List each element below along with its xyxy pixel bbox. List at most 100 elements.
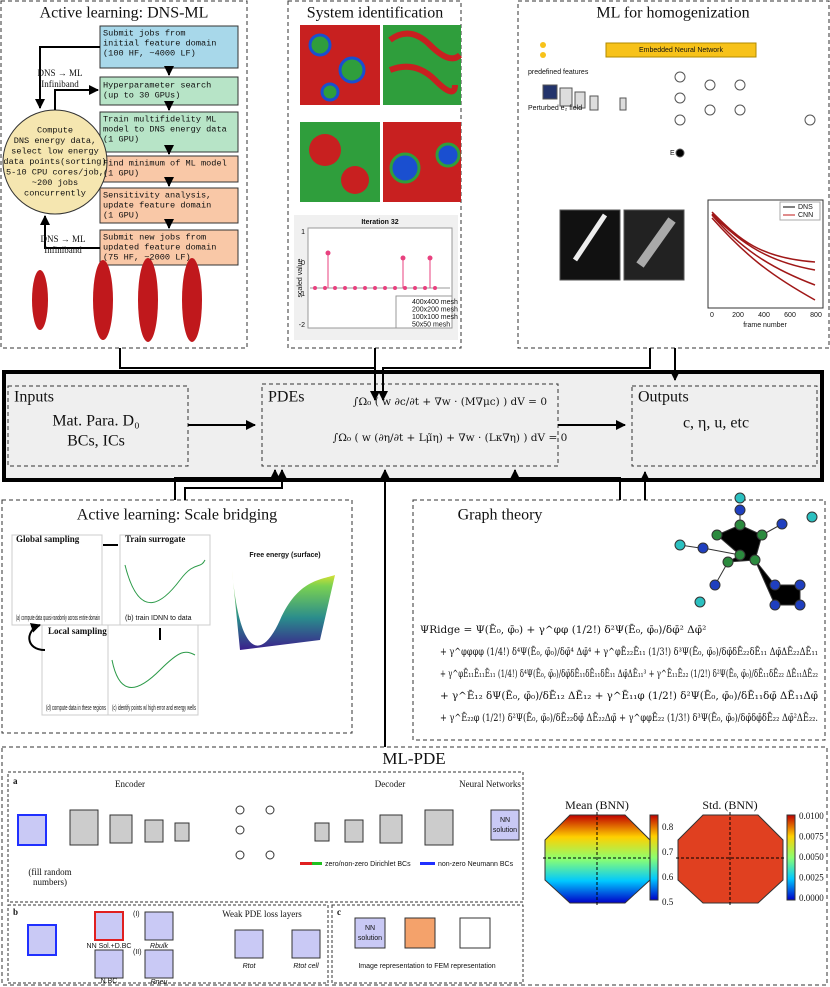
diagram-label: predefined features <box>528 69 589 76</box>
legend-entry: CNN <box>798 212 813 219</box>
branch-label: (II) <box>133 949 142 956</box>
center-text: ~200 jobs <box>32 178 78 188</box>
residual-label: Rbulk <box>150 943 168 950</box>
center-text: Compute <box>37 125 73 135</box>
box-text: Mat. Para. D₀ <box>52 413 139 430</box>
panel-title: Graph theory <box>458 507 543 524</box>
sub-label: c <box>337 907 341 917</box>
step-text: Hyperparameter search <box>103 80 211 90</box>
sampling-plots <box>11 534 335 716</box>
colorbar-tick: 0.8 <box>662 822 674 832</box>
step-text: initial feature domain <box>103 38 216 48</box>
center-text: select low energy <box>11 146 99 156</box>
section-label: Neural Networks <box>459 779 521 789</box>
link-label: DNS → ML <box>40 234 85 244</box>
ellipsoids <box>32 258 202 342</box>
node-label: N.BC <box>101 978 118 985</box>
colorbar-tick: 0.5 <box>662 897 674 907</box>
panel-title: Active learning: Scale bridging <box>77 507 277 524</box>
tick-label: 400 <box>758 312 770 319</box>
step-text: (1 GPU) <box>103 210 139 220</box>
colorbar-tick: 0.7 <box>662 847 674 857</box>
step-text: update feature domain <box>103 200 211 210</box>
step-text: updated feature domain <box>103 242 216 252</box>
legend-entry: DNS <box>798 204 813 211</box>
colorbar-tick: 0.6 <box>662 872 674 882</box>
branch-label: (I) <box>133 911 140 918</box>
colorbar-tick: 0.0000 <box>799 893 824 903</box>
step-text: (1 GPU) <box>103 134 139 144</box>
equation: ∫Ω₀ ( w (∂η/∂t + Lμ̃η) + ∇w · (Lκ∇η) ) d… <box>333 432 568 444</box>
equation-line: + γ^Ē₁₂ δΨ(Ē₀, φ̄₀)/δĒ₁₂ ΔĒ₁₂ + γ^Ē₁₁φ (… <box>440 689 818 702</box>
tick-label: 0 <box>710 312 714 319</box>
section-label: Weak PDE loss layers <box>222 909 302 919</box>
node-label: solution <box>493 827 517 834</box>
plot-title: Std. (BNN) <box>702 798 757 812</box>
node-label: solution <box>358 935 382 942</box>
equation-line: + γ^φĒ₁₁Ē₁₁Ē₁₁ (1/4!) δ⁴Ψ(Ē₀, φ̄₀)/δφ̄δĒ… <box>440 667 818 680</box>
equation-line: ΨRidge = Ψ(Ē₀, φ̄₀) + γ^φφ (1/2!) δ²Ψ(Ē₀… <box>420 623 706 636</box>
tick-label: 1 <box>301 229 305 236</box>
plot-title: Mean (BNN) <box>565 798 629 812</box>
residual-label: Rneu <box>151 979 168 986</box>
box-text: BCs, ICs <box>67 433 125 450</box>
step-text: Submit new jobs from <box>103 232 206 242</box>
panel-box <box>1 499 353 734</box>
step-text: (75 HF, ~2000 LF) <box>103 252 191 262</box>
step-text: Sensitivity analysis, <box>103 190 211 200</box>
section-label: Encoder <box>115 779 145 789</box>
panel-title: ML-PDE <box>382 749 445 768</box>
center-text: 5-10 CPU cores/job, <box>6 167 104 177</box>
step-label: Global sampling <box>16 534 80 544</box>
node-label: NN <box>500 817 510 824</box>
step-text: Find minimum of ML model <box>103 158 227 168</box>
caption: (d) compute data in these regions <box>46 705 106 712</box>
colorbar-tick: 0.0075 <box>799 832 824 842</box>
link-label: DNS → ML <box>37 68 82 78</box>
legend-entry: 50x50 mesh <box>412 321 450 328</box>
tick-label: -2 <box>299 322 305 329</box>
graph <box>674 492 818 611</box>
legend-entry: 200x200 mesh <box>412 306 458 313</box>
core-box <box>2 370 824 482</box>
diagram-label: Perturbed e₂ field <box>528 105 582 112</box>
diagram-label: Embedded Neural Network <box>639 47 724 54</box>
equation-line: + γ^φφφφ (1/4!) δ⁴Ψ(Ē₀, φ̄₀)/δφ̄⁴ Δφ̄⁴ +… <box>440 645 818 658</box>
panel-box <box>0 0 248 349</box>
axis-label: frame number <box>743 322 787 329</box>
legend-entry: 100x100 mesh <box>412 314 458 321</box>
step-label: Train surrogate <box>125 534 185 544</box>
box-title: PDEs <box>268 389 304 406</box>
equation: ∫Ω₀ ( w ∂c/∂t + ∇w · (M∇μc) ) dV = 0 <box>353 396 547 408</box>
section-label: Decoder <box>375 779 405 789</box>
legend-entry: zero/non-zero Dirichlet BCs <box>325 861 411 868</box>
panel-title: ML for homogenization <box>596 5 749 22</box>
step-label: Local sampling <box>48 626 107 636</box>
tick-label: 200 <box>732 312 744 319</box>
legend-entry: 400x400 mesh <box>412 299 458 306</box>
caption: (b) train IDNN to data <box>125 615 192 622</box>
tick-label: 600 <box>784 312 796 319</box>
colorbar-tick: 0.0050 <box>799 852 824 862</box>
sub-label: b <box>13 907 18 917</box>
colorbar-tick: 0.0025 <box>799 873 824 883</box>
network-diagram <box>540 42 824 309</box>
panel-title: Active learning: DNS-ML <box>40 5 209 22</box>
box-text: c, η, u, etc <box>683 415 749 432</box>
center-text: concurrently <box>24 188 86 198</box>
step-text: model to DNS energy data <box>103 124 227 134</box>
tick-label: 800 <box>810 312 822 319</box>
link-label: Infiniband <box>41 79 79 89</box>
box-title: Outputs <box>638 389 689 406</box>
node-label: NN Sol.+D.BC <box>87 943 132 950</box>
colorbar-tick: 0.0100 <box>799 811 824 821</box>
node-label: NN <box>365 925 375 932</box>
step-text: (up to 30 GPUs) <box>103 90 180 100</box>
caption: (c) identify points w/ high error and en… <box>112 705 196 712</box>
step-text: Train multifidelity ML <box>103 114 216 124</box>
box-title: Inputs <box>14 389 54 406</box>
legend-entry: non-zero Neumann BCs <box>438 861 514 868</box>
center-text: data points(sorting) <box>3 157 106 167</box>
